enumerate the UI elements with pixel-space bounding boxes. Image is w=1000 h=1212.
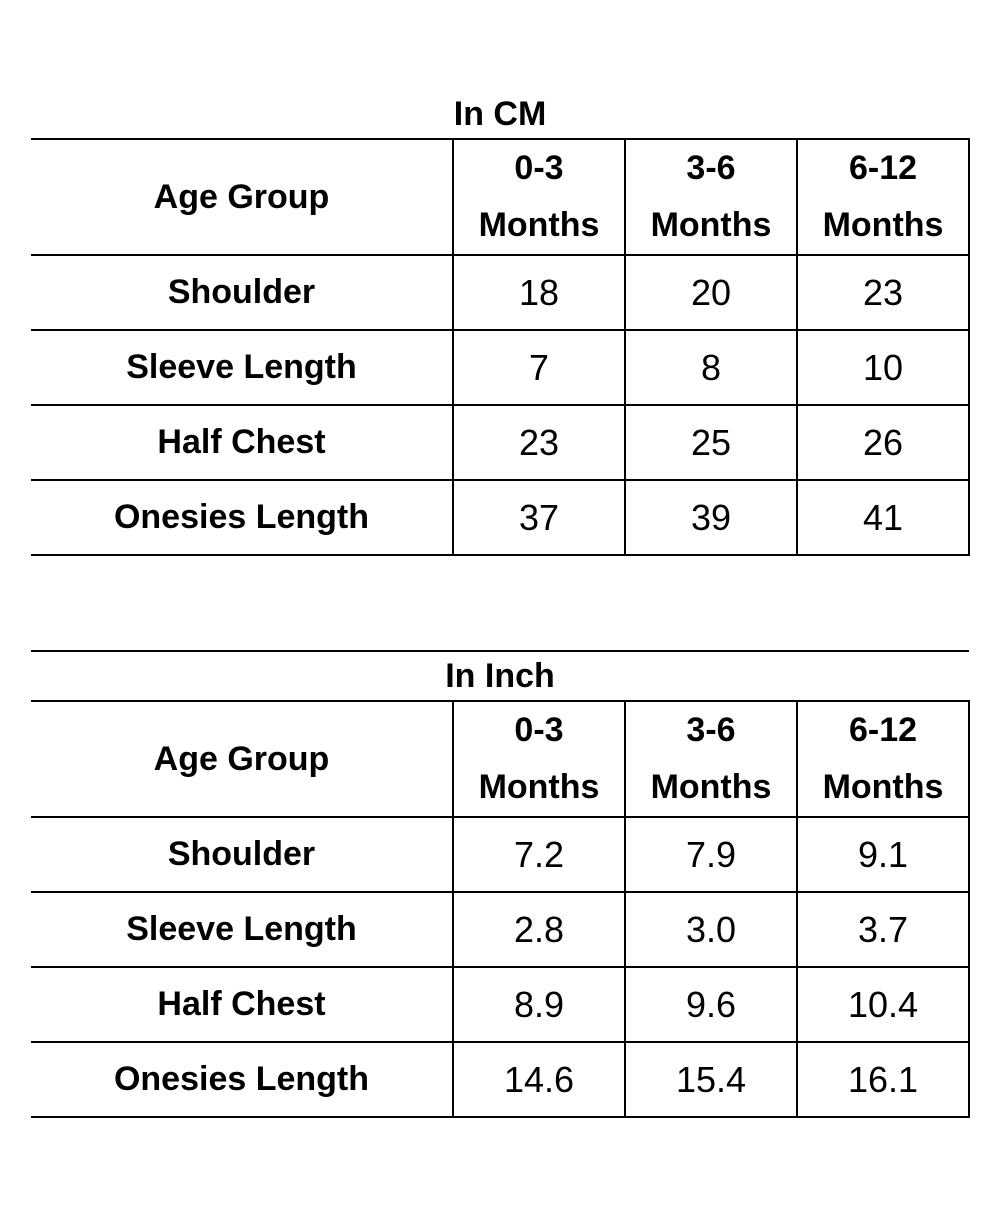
table-row: Half Chest 8.9 9.6 10.4 <box>31 966 970 1043</box>
column-header-line2: Months <box>478 768 600 806</box>
table-cell: 18 <box>452 254 626 331</box>
table-cell: 23 <box>452 404 626 481</box>
row-label: Half Chest <box>31 966 454 1043</box>
table-caption-row: In Inch <box>31 650 969 701</box>
table-row: Half Chest 23 25 26 <box>31 404 971 481</box>
column-header-line2: Months <box>822 206 944 244</box>
column-header-line1: 3-6 <box>686 149 736 187</box>
row-label: Shoulder <box>31 816 454 893</box>
row-label: Sleeve Length <box>31 329 454 406</box>
column-header-line1: 0-3 <box>514 711 564 749</box>
table-cell: 3.0 <box>624 891 798 968</box>
table-caption: In Inch <box>31 650 969 701</box>
table-cell: 25 <box>624 404 798 481</box>
column-header-6-12-months: 6-12 Months <box>796 700 970 818</box>
row-label: Sleeve Length <box>31 891 454 968</box>
table-cell: 2.8 <box>452 891 626 968</box>
table-cell: 26 <box>795 404 971 481</box>
age-group-header: Age Group <box>31 138 454 256</box>
table-row: Sleeve Length 2.8 3.0 3.7 <box>31 891 970 968</box>
size-chart-cm-table: In CM Age Group 0-3 Months 3-6 Months 6-… <box>31 90 971 556</box>
table-cell: 37 <box>452 479 626 556</box>
table-cell: 9.6 <box>624 966 798 1043</box>
column-header-6-12-months: 6-12 Months <box>795 138 971 256</box>
table-cell: 16.1 <box>796 1041 970 1118</box>
column-header-line2: Months <box>650 768 772 806</box>
table-row: Onesies Length 14.6 15.4 16.1 <box>31 1041 970 1118</box>
table-cell: 39 <box>624 479 798 556</box>
column-header-line2: Months <box>822 768 944 806</box>
column-header-line1: 6-12 <box>848 149 918 187</box>
row-label: Half Chest <box>31 404 454 481</box>
age-group-header: Age Group <box>31 700 454 818</box>
header-row: Age Group 0-3 Months 3-6 Months 6-12 Mon… <box>31 700 970 818</box>
table-cell: 8 <box>624 329 798 406</box>
row-label: Onesies Length <box>31 1041 454 1118</box>
table-row: Shoulder 7.2 7.9 9.1 <box>31 816 970 893</box>
table-caption-row: In CM <box>31 90 969 139</box>
column-header-line1: 3-6 <box>686 711 736 749</box>
column-header-0-3-months: 0-3 Months <box>452 700 626 818</box>
table-cell: 14.6 <box>452 1041 626 1118</box>
column-header-line1: 6-12 <box>848 711 918 749</box>
row-label: Shoulder <box>31 254 454 331</box>
table-cell: 8.9 <box>452 966 626 1043</box>
table-row: Shoulder 18 20 23 <box>31 254 971 331</box>
column-header-line2: Months <box>478 206 600 244</box>
table-row: Onesies Length 37 39 41 <box>31 479 971 556</box>
row-label: Onesies Length <box>31 479 454 556</box>
table-cell: 3.7 <box>796 891 970 968</box>
table-cell: 15.4 <box>624 1041 798 1118</box>
table-cell: 23 <box>795 254 971 331</box>
size-chart-inch-table: In Inch Age Group 0-3 Months 3-6 Months … <box>31 650 970 1118</box>
table-row: Sleeve Length 7 8 10 <box>31 329 971 406</box>
header-row: Age Group 0-3 Months 3-6 Months 6-12 Mon… <box>31 138 971 256</box>
table-cell: 10 <box>795 329 971 406</box>
column-header-3-6-months: 3-6 Months <box>624 138 798 256</box>
table-cell: 20 <box>624 254 798 331</box>
table-caption: In CM <box>453 94 547 133</box>
table-cell: 7.9 <box>624 816 798 893</box>
table-cell: 7 <box>452 329 626 406</box>
column-header-line2: Months <box>650 206 772 244</box>
column-header-0-3-months: 0-3 Months <box>452 138 626 256</box>
column-header-line1: 0-3 <box>514 149 564 187</box>
table-cell: 10.4 <box>796 966 970 1043</box>
column-header-3-6-months: 3-6 Months <box>624 700 798 818</box>
table-cell: 9.1 <box>796 816 970 893</box>
table-cell: 41 <box>795 479 971 556</box>
table-cell: 7.2 <box>452 816 626 893</box>
